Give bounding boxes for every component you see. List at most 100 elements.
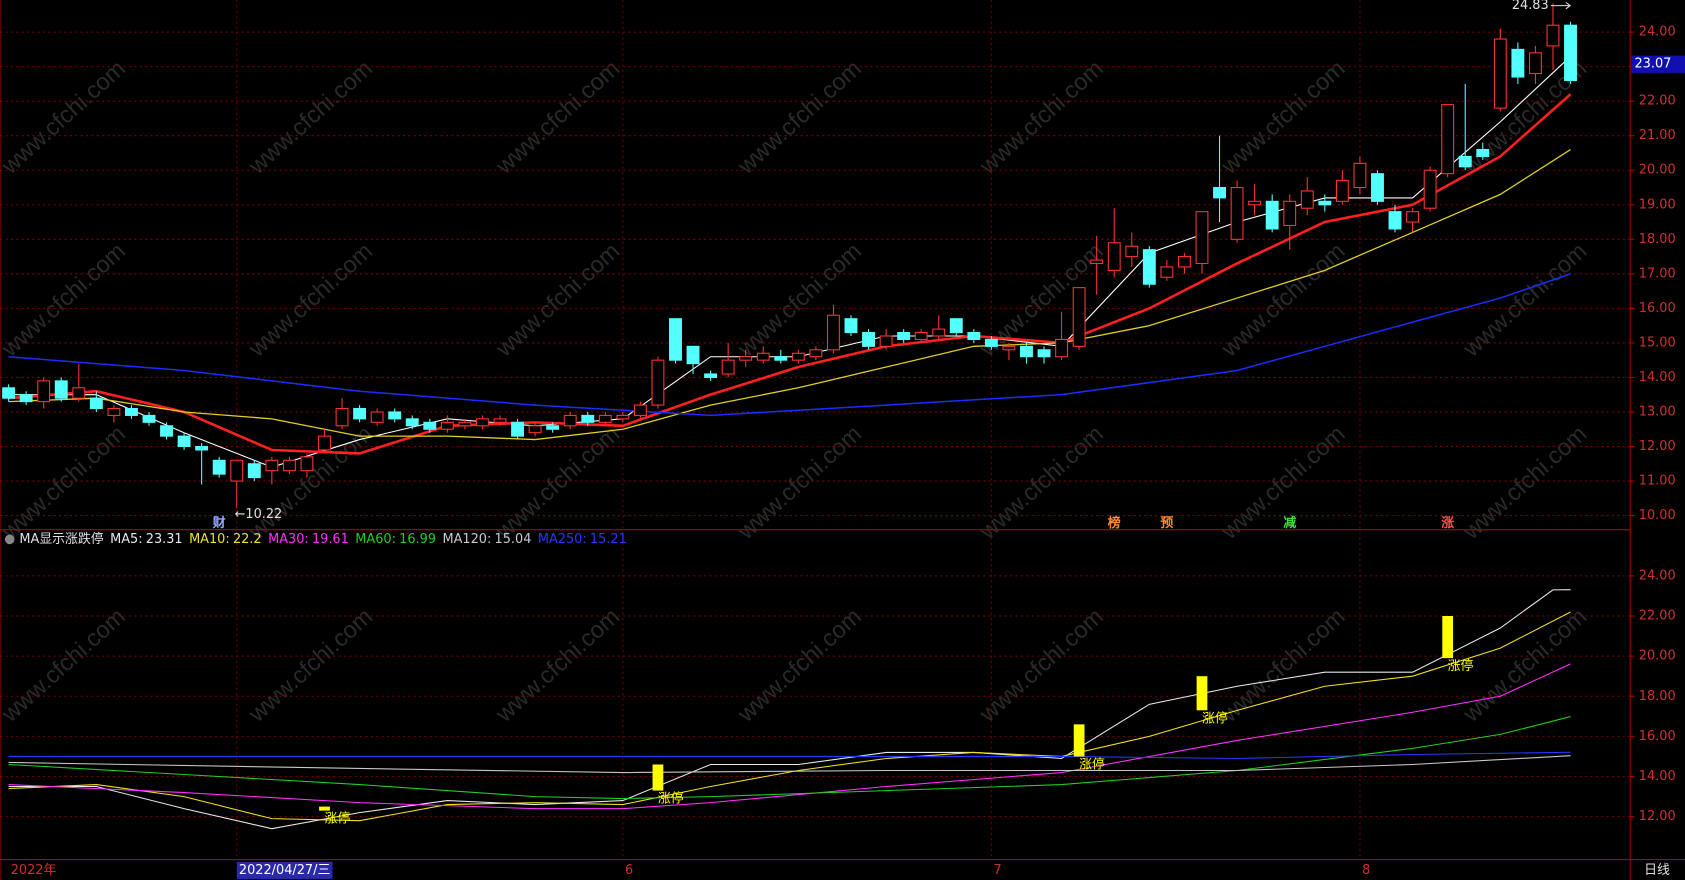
x-label: 7 <box>994 863 1002 878</box>
candle-body <box>598 414 612 423</box>
candle-body <box>669 318 682 361</box>
legend-name: MA250 <box>538 532 583 547</box>
y-tick-label: 16.00 <box>1639 301 1676 316</box>
indicator-title: MA显示涨跌停 <box>19 531 103 547</box>
candle-body <box>1353 162 1367 189</box>
legend-name: MA60 <box>355 532 391 547</box>
candle-body <box>1564 24 1577 81</box>
candle-body <box>739 356 753 361</box>
candle-body <box>1458 155 1472 168</box>
y-tick-label: 14.00 <box>1639 370 1676 385</box>
limit-up-label: 涨停 <box>1448 658 1474 674</box>
candle-body <box>72 387 86 399</box>
candle-body <box>1160 266 1174 278</box>
limit-up-label: 涨停 <box>1079 757 1105 773</box>
candle-body <box>721 359 735 375</box>
event-marker: 财 <box>213 515 226 531</box>
legend-value: 23.31 <box>146 532 183 547</box>
legend-value: 15.04 <box>495 532 532 547</box>
high-arrow <box>1550 1 1572 10</box>
candle-body <box>1055 338 1069 358</box>
event-marker: 涨 <box>1441 516 1454 531</box>
limit-up-bar <box>1073 724 1085 757</box>
legend-separator: : <box>304 532 308 547</box>
y-tick-label: 18.00 <box>1639 232 1676 247</box>
candle-body <box>1002 345 1016 351</box>
candle-body <box>1546 24 1560 47</box>
ma-line <box>8 93 1572 455</box>
candle-body <box>686 345 700 365</box>
legend-separator: : <box>138 532 142 547</box>
candle-body <box>1318 200 1332 206</box>
candle-body <box>774 356 788 361</box>
candle-body <box>1248 200 1262 206</box>
limit-up-bar <box>652 764 664 791</box>
y-tick-label: 24.00 <box>1639 568 1676 583</box>
y-tick-label: 13.00 <box>1639 404 1676 419</box>
y-tick-label: 19.00 <box>1639 197 1676 212</box>
candle-body <box>704 373 718 378</box>
legend-value: 16.99 <box>399 532 436 547</box>
candle-body <box>423 421 437 430</box>
ma-line <box>8 149 1571 441</box>
candle-body <box>633 404 647 416</box>
candle-body <box>1283 200 1297 227</box>
ma-line <box>8 273 1571 417</box>
candle-body <box>440 421 454 430</box>
candle-body <box>879 335 893 347</box>
ma-line <box>8 611 1571 822</box>
candle-body <box>37 380 51 403</box>
candle-body <box>791 352 805 361</box>
candle-body <box>265 459 279 472</box>
y-tick-label: 20.00 <box>1639 649 1676 664</box>
candle-body <box>405 418 419 427</box>
candle-body <box>177 435 191 448</box>
legend-value: 22.2 <box>233 532 262 547</box>
last-price: 23.07 <box>1634 57 1671 72</box>
event-marker: 减 <box>1283 515 1296 531</box>
y-tick-label: 24.00 <box>1639 25 1676 40</box>
candle-body <box>1090 259 1104 265</box>
limit-up-bar <box>319 806 330 811</box>
candle-body <box>1493 38 1507 109</box>
legend-separator: : <box>225 532 229 547</box>
event-marker: 榜 <box>1108 515 1121 531</box>
legend-name: MA120 <box>442 532 487 547</box>
candle-body <box>528 425 542 434</box>
legend-separator: : <box>392 532 396 547</box>
candle-body <box>300 456 314 472</box>
y-tick-label: 11.00 <box>1639 474 1676 489</box>
candle-body <box>247 463 261 479</box>
x-label: 2022/04/27/三 <box>239 863 331 878</box>
candle-body <box>1107 242 1121 271</box>
candle-body <box>1476 148 1490 157</box>
candle-body <box>967 332 981 340</box>
y-tick-label: 21.00 <box>1639 128 1676 143</box>
y-tick-label: 20.00 <box>1639 163 1676 178</box>
candle-body <box>1335 180 1349 202</box>
y-tick-label: 10.00 <box>1639 508 1676 523</box>
candle-body <box>1177 256 1191 268</box>
candle-body <box>756 352 770 361</box>
candle-body <box>475 418 489 427</box>
limit-up-bar <box>1442 616 1454 659</box>
candle-body <box>160 425 173 437</box>
legend-value: 19.61 <box>312 532 349 547</box>
y-tick-label: 16.00 <box>1639 729 1676 744</box>
candle-body <box>809 349 823 358</box>
candle-body <box>335 407 349 427</box>
candle-body <box>1406 211 1420 223</box>
candle-body <box>844 318 858 334</box>
candle-body <box>651 359 665 406</box>
candle-body <box>1528 52 1542 75</box>
limit-up-label: 涨停 <box>658 791 684 807</box>
candle-body <box>1388 211 1402 230</box>
candle-body <box>897 332 911 340</box>
limit-up-label: 涨停 <box>324 811 350 827</box>
candle-body <box>1230 186 1244 240</box>
high-label: 24.83 <box>1512 0 1549 13</box>
low-label: ←10.22 <box>235 507 283 522</box>
candle-body <box>1037 349 1051 358</box>
